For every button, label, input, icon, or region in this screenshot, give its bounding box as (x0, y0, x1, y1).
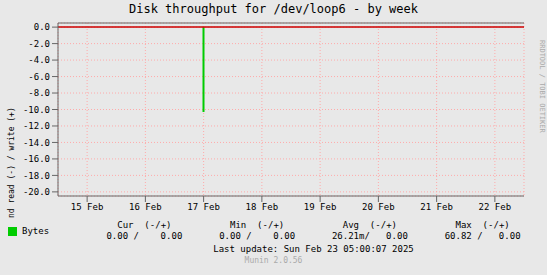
svg-text:-10.0: -10.0 (23, 105, 50, 115)
html-text:Max (-/+): Max (-/+) (455, 220, 510, 230)
html-text:Avg (-/+): Avg (-/+) (342, 220, 397, 230)
svg-text:-4.0: -4.0 (28, 55, 50, 65)
html-text:26.21m/ 0.00: 26.21m/ 0.00 (331, 231, 408, 241)
html-text:0.00 / 0.00: 0.00 / 0.00 (219, 231, 295, 241)
svg-text:20 Feb: 20 Feb (362, 202, 395, 212)
html-text:0.00 / 0.00: 0.00 / 0.00 (106, 231, 183, 241)
html-text:Munin 2.0.56: Munin 2.0.56 (244, 256, 303, 265)
html-text:Last update: Sun Feb 23 05:00:: Last update: Sun Feb 23 05:00:07 2025 (213, 244, 414, 254)
html-text:Min (-/+): Min (-/+) (230, 220, 285, 230)
html-text:60.82 / 0.00: 60.82 / 0.00 (444, 231, 521, 241)
html-text:Cur (-/+): Cur (-/+) (117, 220, 172, 230)
svg-text:-18.0: -18.0 (23, 171, 50, 181)
svg-text:-2.0: -2.0 (28, 39, 50, 49)
svg-text:16 Feb: 16 Feb (129, 202, 162, 212)
html-text:Disk throughput for /dev/loop6: Disk throughput for /dev/loop6 - by week (129, 2, 418, 16)
svg-text:0.0: 0.0 (34, 22, 50, 32)
svg-text:15 Feb: 15 Feb (71, 202, 104, 212)
svg-text:18 Feb: 18 Feb (246, 202, 279, 212)
html-text:Bytes: Bytes (22, 225, 50, 236)
svg-text:-20.0: -20.0 (23, 187, 50, 197)
svg-text:22 Feb: 22 Feb (479, 202, 512, 212)
svg-text:-16.0: -16.0 (23, 154, 50, 164)
html-text:RRDTOOL / TOBI OETIKER: RRDTOOL / TOBI OETIKER (538, 40, 546, 133)
svg-text:-12.0: -12.0 (23, 121, 50, 131)
svg-text:17 Feb: 17 Feb (187, 202, 220, 212)
svg-text:-8.0: -8.0 (28, 88, 50, 98)
svg-text:Pr second read (-) / write (+): Pr second read (-) / write (+) (8, 107, 16, 218)
svg-text:19 Feb: 19 Feb (304, 202, 337, 212)
svg-text:-6.0: -6.0 (28, 72, 50, 82)
svg-text:21 Feb: 21 Feb (420, 202, 453, 212)
svg-text:-14.0: -14.0 (23, 138, 50, 148)
